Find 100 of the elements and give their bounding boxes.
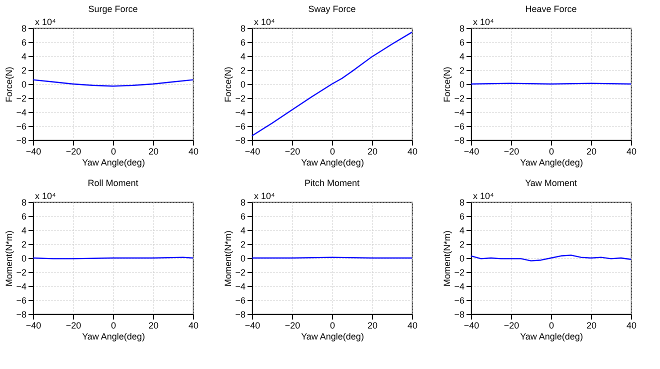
x-tick-label: −20 bbox=[504, 320, 520, 330]
line-series bbox=[251, 32, 413, 136]
y-tick-label: −8 bbox=[454, 136, 464, 146]
y-tick-label: 8 bbox=[21, 198, 26, 208]
x-tick-label: −20 bbox=[66, 146, 82, 156]
x-tick-label: −40 bbox=[26, 320, 42, 330]
y-tick-label: 6 bbox=[240, 38, 246, 48]
y-tick-label: 6 bbox=[240, 212, 246, 222]
text: x 10⁴ bbox=[35, 17, 56, 27]
x-axis-title: Yaw Angle(deg) bbox=[520, 332, 583, 342]
x-tick-label: 40 bbox=[188, 146, 199, 156]
y-tick-label: 4 bbox=[240, 52, 246, 62]
x-tick-label: 20 bbox=[148, 320, 159, 330]
x-tick-label: 0 bbox=[330, 320, 336, 330]
x-tick-label: 0 bbox=[330, 146, 336, 156]
y-tick-label: −2 bbox=[235, 268, 246, 278]
text: x 10⁴ bbox=[254, 191, 276, 201]
y-tick-label: 8 bbox=[459, 198, 464, 208]
x-axis-title: Yaw Angle(deg) bbox=[82, 158, 145, 168]
x-tick-label: 20 bbox=[148, 146, 159, 156]
y-tick-label: −2 bbox=[454, 268, 464, 278]
y-axis-title: Moment(N*m) bbox=[223, 230, 234, 287]
y-tick-label: −6 bbox=[454, 122, 464, 132]
y-tick-label: −4 bbox=[235, 282, 246, 292]
y-axis-title: Force(N) bbox=[4, 66, 14, 102]
x-axis-title: Yaw Angle(deg) bbox=[82, 332, 145, 342]
x-tick-label: 40 bbox=[626, 146, 637, 156]
chart-title: Heave Force bbox=[525, 4, 577, 14]
text: x 10⁴ bbox=[473, 191, 494, 201]
y-tick-label: −6 bbox=[235, 296, 246, 306]
line-series bbox=[32, 79, 194, 87]
y-axis-title: Force(N) bbox=[223, 66, 234, 102]
x-tick-label: 20 bbox=[586, 146, 597, 156]
x-tick-label: 0 bbox=[548, 146, 554, 156]
x-axis-title: Yaw Angle(deg) bbox=[520, 158, 583, 168]
x-tick-label: −20 bbox=[284, 320, 300, 330]
y-tick-label: 6 bbox=[459, 38, 464, 48]
chart-title: Yaw Moment bbox=[525, 178, 578, 188]
x-tick-label: −40 bbox=[26, 146, 42, 156]
x-tick-label: −40 bbox=[244, 320, 260, 330]
y-tick-label: −6 bbox=[16, 296, 26, 306]
y-tick-label: −8 bbox=[235, 136, 246, 146]
y-tick-label: 4 bbox=[459, 226, 464, 236]
x-tick-label: 40 bbox=[407, 320, 418, 330]
y-tick-label: −4 bbox=[454, 282, 464, 292]
y-tick-label: 2 bbox=[240, 66, 246, 76]
y-tick-label: −4 bbox=[235, 108, 246, 118]
chart-title: Sway Force bbox=[308, 4, 356, 14]
chart-title: Pitch Moment bbox=[304, 178, 360, 188]
text: x 10⁴ bbox=[35, 191, 56, 201]
y-tick-label: −8 bbox=[454, 310, 464, 320]
y-tick-label: 4 bbox=[459, 52, 464, 62]
x-axis-title: Yaw Angle(deg) bbox=[301, 158, 364, 168]
x-tick-label: 20 bbox=[367, 320, 378, 330]
y-tick-label: −2 bbox=[16, 94, 26, 104]
x-tick-label: −40 bbox=[244, 146, 260, 156]
y-axis-title: Moment(N*m) bbox=[442, 230, 452, 287]
x-tick-label: −40 bbox=[464, 146, 480, 156]
y-tick-label: 0 bbox=[459, 254, 464, 264]
chart-title: Surge Force bbox=[88, 4, 138, 14]
x-tick-label: −40 bbox=[464, 320, 480, 330]
y-tick-label: −6 bbox=[454, 296, 464, 306]
y-tick-label: 4 bbox=[21, 52, 26, 62]
y-tick-label: −4 bbox=[454, 108, 464, 118]
y-tick-label: 0 bbox=[240, 254, 246, 264]
y-tick-label: 6 bbox=[21, 38, 26, 48]
x-tick-label: 40 bbox=[626, 320, 637, 330]
x-tick-label: −20 bbox=[66, 320, 82, 330]
y-tick-label: 2 bbox=[459, 66, 464, 76]
y-tick-label: −2 bbox=[235, 94, 246, 104]
y-tick-label: −4 bbox=[16, 108, 26, 118]
y-tick-label: 0 bbox=[21, 80, 26, 90]
y-tick-label: −8 bbox=[16, 136, 26, 146]
x-tick-label: 20 bbox=[367, 146, 378, 156]
y-tick-label: −6 bbox=[16, 122, 26, 132]
y-tick-label: 4 bbox=[21, 226, 26, 236]
y-tick-label: 4 bbox=[240, 226, 246, 236]
x-tick-label: −20 bbox=[284, 146, 300, 156]
x-axis-title: Yaw Angle(deg) bbox=[301, 332, 364, 342]
x-tick-label: 0 bbox=[110, 146, 116, 156]
y-tick-label: 8 bbox=[240, 198, 246, 208]
text: x 10⁴ bbox=[473, 17, 494, 27]
y-tick-label: −2 bbox=[454, 94, 464, 104]
y-tick-label: −8 bbox=[235, 310, 246, 320]
y-tick-label: −6 bbox=[235, 122, 246, 132]
y-tick-label: 2 bbox=[21, 66, 26, 76]
y-tick-label: 0 bbox=[21, 254, 26, 264]
y-tick-label: 8 bbox=[21, 24, 26, 34]
y-tick-label: 2 bbox=[21, 240, 26, 250]
x-tick-label: 40 bbox=[188, 320, 199, 330]
y-tick-label: 0 bbox=[240, 80, 246, 90]
x-tick-label: 0 bbox=[110, 320, 116, 330]
y-tick-label: 2 bbox=[240, 240, 246, 250]
y-axis-title: Moment(N*m) bbox=[4, 230, 14, 287]
x-tick-label: −20 bbox=[504, 146, 520, 156]
y-tick-label: 6 bbox=[459, 212, 464, 222]
y-tick-label: 0 bbox=[459, 80, 464, 90]
x-tick-label: 20 bbox=[586, 320, 597, 330]
y-tick-label: 6 bbox=[21, 212, 26, 222]
y-tick-label: −4 bbox=[16, 282, 26, 292]
